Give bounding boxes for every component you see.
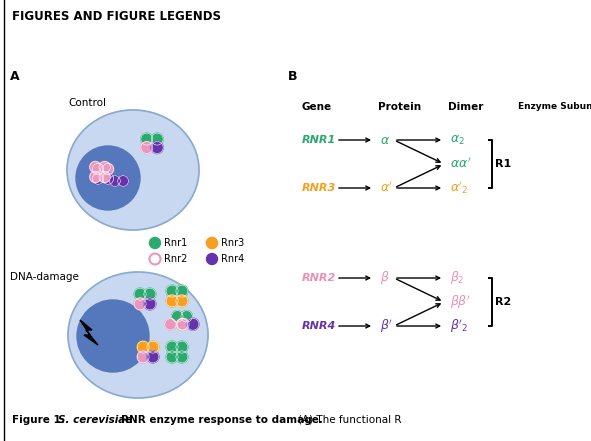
Circle shape [151, 133, 163, 145]
Circle shape [76, 146, 140, 210]
Circle shape [134, 298, 146, 310]
Text: RNR enzyme response to damage.: RNR enzyme response to damage. [121, 415, 323, 425]
Ellipse shape [67, 110, 199, 230]
Circle shape [177, 318, 189, 330]
Text: $\alpha_2$: $\alpha_2$ [450, 134, 465, 146]
Text: RNR1: RNR1 [302, 135, 336, 145]
Circle shape [151, 142, 163, 153]
Circle shape [147, 351, 159, 363]
Circle shape [181, 310, 192, 322]
Circle shape [176, 295, 188, 307]
Text: Control: Control [68, 98, 106, 108]
Circle shape [102, 163, 113, 175]
Circle shape [102, 173, 113, 184]
Text: $\alpha\alpha'$: $\alpha\alpha'$ [450, 157, 472, 171]
Text: Rnr4: Rnr4 [221, 254, 244, 264]
Text: RNR2: RNR2 [302, 273, 336, 283]
Text: B: B [288, 70, 297, 83]
Circle shape [92, 173, 104, 184]
Circle shape [166, 295, 178, 307]
Circle shape [206, 238, 217, 248]
Circle shape [206, 254, 217, 265]
Circle shape [137, 341, 149, 353]
Text: Dimer: Dimer [448, 102, 483, 112]
Circle shape [144, 298, 156, 310]
Circle shape [172, 310, 183, 322]
Circle shape [166, 341, 178, 353]
Circle shape [90, 161, 101, 173]
Circle shape [99, 171, 111, 183]
Text: (A) The functional R: (A) The functional R [298, 415, 401, 425]
Circle shape [118, 176, 128, 187]
Text: $\alpha$: $\alpha$ [380, 134, 390, 146]
Circle shape [141, 133, 153, 145]
Circle shape [187, 318, 199, 330]
Text: Gene: Gene [302, 102, 332, 112]
Circle shape [176, 341, 188, 353]
Text: $\beta'_2$: $\beta'_2$ [450, 317, 469, 335]
Text: R1: R1 [495, 159, 511, 169]
Circle shape [176, 351, 188, 363]
Circle shape [150, 254, 161, 265]
Circle shape [134, 288, 146, 300]
Circle shape [92, 163, 104, 175]
Text: FIGURES AND FIGURE LEGENDS: FIGURES AND FIGURE LEGENDS [12, 10, 221, 23]
Circle shape [176, 319, 188, 330]
Text: $\beta'$: $\beta'$ [380, 317, 393, 335]
Text: Rnr2: Rnr2 [164, 254, 187, 264]
Circle shape [150, 238, 161, 248]
Text: Enzyme Subunit: Enzyme Subunit [518, 102, 591, 111]
Circle shape [176, 285, 188, 297]
Text: RNR3: RNR3 [302, 183, 336, 193]
Text: RNR4: RNR4 [302, 321, 336, 331]
Text: $\beta_2$: $\beta_2$ [450, 269, 465, 287]
Text: R2: R2 [495, 297, 511, 307]
Text: $\alpha'_2$: $\alpha'_2$ [450, 179, 468, 196]
Circle shape [77, 300, 149, 372]
Text: Rnr3: Rnr3 [221, 238, 244, 248]
Circle shape [90, 171, 101, 183]
Circle shape [137, 351, 149, 363]
Text: A: A [10, 70, 20, 83]
Text: $\alpha'$: $\alpha'$ [380, 181, 393, 195]
Circle shape [144, 288, 156, 300]
Polygon shape [80, 320, 98, 345]
Circle shape [109, 176, 121, 187]
Text: Rnr1: Rnr1 [164, 238, 187, 248]
Circle shape [147, 341, 159, 353]
Text: S. cerevisiae: S. cerevisiae [58, 415, 132, 425]
Text: Protein: Protein [378, 102, 421, 112]
Circle shape [165, 319, 176, 330]
Ellipse shape [68, 272, 208, 398]
Text: $\beta$: $\beta$ [380, 269, 389, 287]
Text: DNA-damage: DNA-damage [10, 272, 79, 282]
Text: $\beta\beta'$: $\beta\beta'$ [450, 293, 471, 311]
Circle shape [141, 142, 153, 153]
Circle shape [166, 351, 178, 363]
Circle shape [166, 285, 178, 297]
Circle shape [99, 161, 111, 173]
Text: Figure 1.: Figure 1. [12, 415, 65, 425]
